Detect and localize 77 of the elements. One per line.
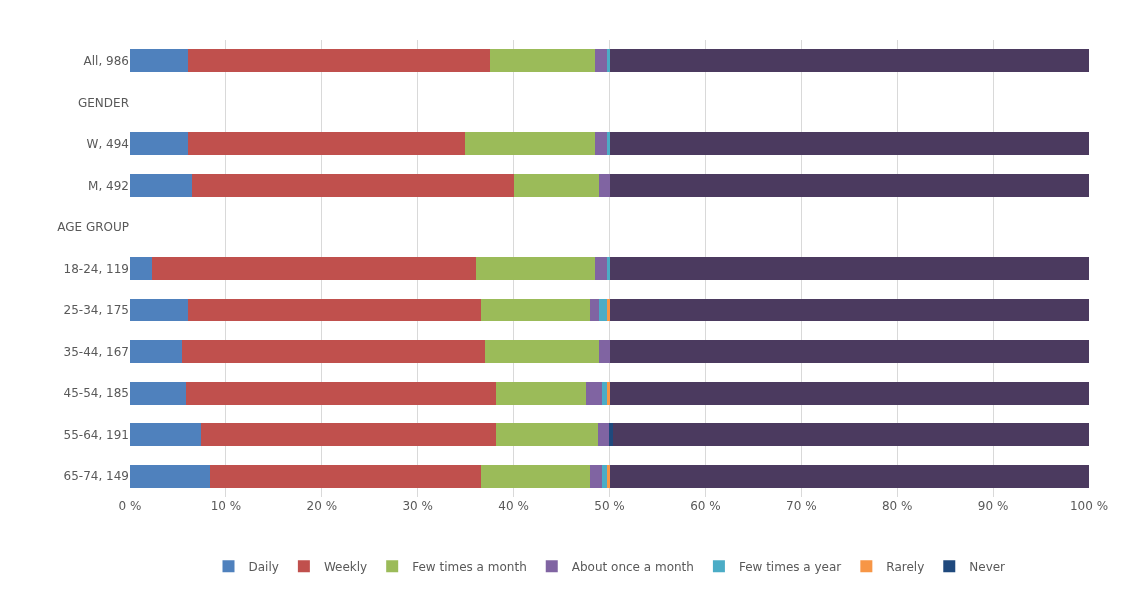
legend-label: Daily bbox=[248, 560, 279, 575]
y-tick-label: GENDER bbox=[77, 95, 129, 110]
bar bbox=[586, 381, 602, 405]
y-tick-label: 55-64, 191 bbox=[63, 427, 129, 442]
y-tick-label: 35-44, 167 bbox=[63, 344, 129, 359]
legend-label: About once a month bbox=[571, 560, 694, 575]
bar bbox=[130, 298, 188, 322]
x-tick-label: 90 % bbox=[977, 499, 1009, 513]
bar bbox=[187, 49, 490, 73]
bar bbox=[200, 423, 497, 447]
bar bbox=[185, 381, 497, 405]
bar bbox=[476, 257, 596, 280]
x-tick-label: 80 % bbox=[881, 499, 913, 513]
bar bbox=[595, 132, 607, 156]
bar bbox=[130, 340, 182, 364]
y-tick-label: 25-34, 175 bbox=[63, 303, 129, 318]
legend-label: Few times a month bbox=[412, 560, 527, 575]
bar bbox=[610, 464, 1089, 488]
legend-label: Never bbox=[969, 560, 1006, 575]
bar bbox=[610, 173, 1089, 197]
bar bbox=[598, 340, 611, 364]
bar bbox=[610, 381, 1089, 405]
bar bbox=[610, 49, 1089, 73]
x-tick-label: 40 % bbox=[498, 499, 529, 513]
x-tick-label: 10 % bbox=[210, 499, 242, 513]
bar bbox=[130, 49, 188, 73]
x-tick-label: 100 % bbox=[1069, 499, 1109, 513]
bar bbox=[484, 340, 599, 364]
x-tick-label: 50 % bbox=[594, 499, 625, 513]
bar bbox=[601, 381, 607, 405]
bar bbox=[130, 381, 186, 405]
x-tick-label: 0 % bbox=[118, 499, 142, 513]
bar bbox=[480, 464, 591, 488]
bar bbox=[513, 173, 599, 197]
x-tick-label: 60 % bbox=[690, 499, 721, 513]
bar bbox=[187, 298, 481, 322]
bar bbox=[595, 257, 607, 280]
bar bbox=[613, 423, 1089, 447]
bar bbox=[610, 257, 1089, 280]
bar bbox=[480, 298, 591, 322]
bar bbox=[130, 423, 201, 447]
y-tick-label: W, 494 bbox=[86, 137, 129, 152]
bar bbox=[209, 464, 481, 488]
bar bbox=[130, 257, 153, 280]
bar bbox=[187, 132, 465, 156]
bar bbox=[489, 49, 596, 73]
bar bbox=[601, 464, 607, 488]
bar bbox=[181, 340, 485, 364]
bar bbox=[590, 298, 599, 322]
bar bbox=[610, 340, 1089, 364]
x-tick-label: 30 % bbox=[402, 499, 433, 513]
bar bbox=[595, 49, 607, 73]
bar bbox=[130, 464, 210, 488]
bar bbox=[152, 257, 477, 280]
bar bbox=[597, 423, 609, 447]
y-tick-label: All, 986 bbox=[83, 53, 129, 68]
bar bbox=[496, 423, 598, 447]
y-tick-label: 45-54, 185 bbox=[63, 386, 129, 401]
legend-label: Few times a year bbox=[738, 560, 842, 575]
x-tick-label: 70 % bbox=[786, 499, 817, 513]
bar bbox=[598, 298, 607, 322]
bar bbox=[590, 464, 602, 488]
bar bbox=[610, 132, 1089, 156]
bar bbox=[598, 173, 611, 197]
bar bbox=[610, 298, 1089, 322]
bar bbox=[464, 132, 596, 156]
bar bbox=[192, 173, 514, 197]
y-tick-label: 18-24, 119 bbox=[63, 261, 129, 276]
y-tick-label: 65-74, 149 bbox=[63, 469, 129, 484]
y-tick-label: AGE GROUP bbox=[57, 220, 129, 235]
bar bbox=[130, 173, 193, 197]
legend-label: Rarely bbox=[886, 560, 925, 575]
legend-label: Weekly bbox=[323, 560, 368, 575]
y-tick-label: M, 492 bbox=[88, 178, 129, 193]
x-tick-label: 20 % bbox=[306, 499, 338, 513]
bar bbox=[130, 132, 188, 156]
bar bbox=[496, 381, 587, 405]
